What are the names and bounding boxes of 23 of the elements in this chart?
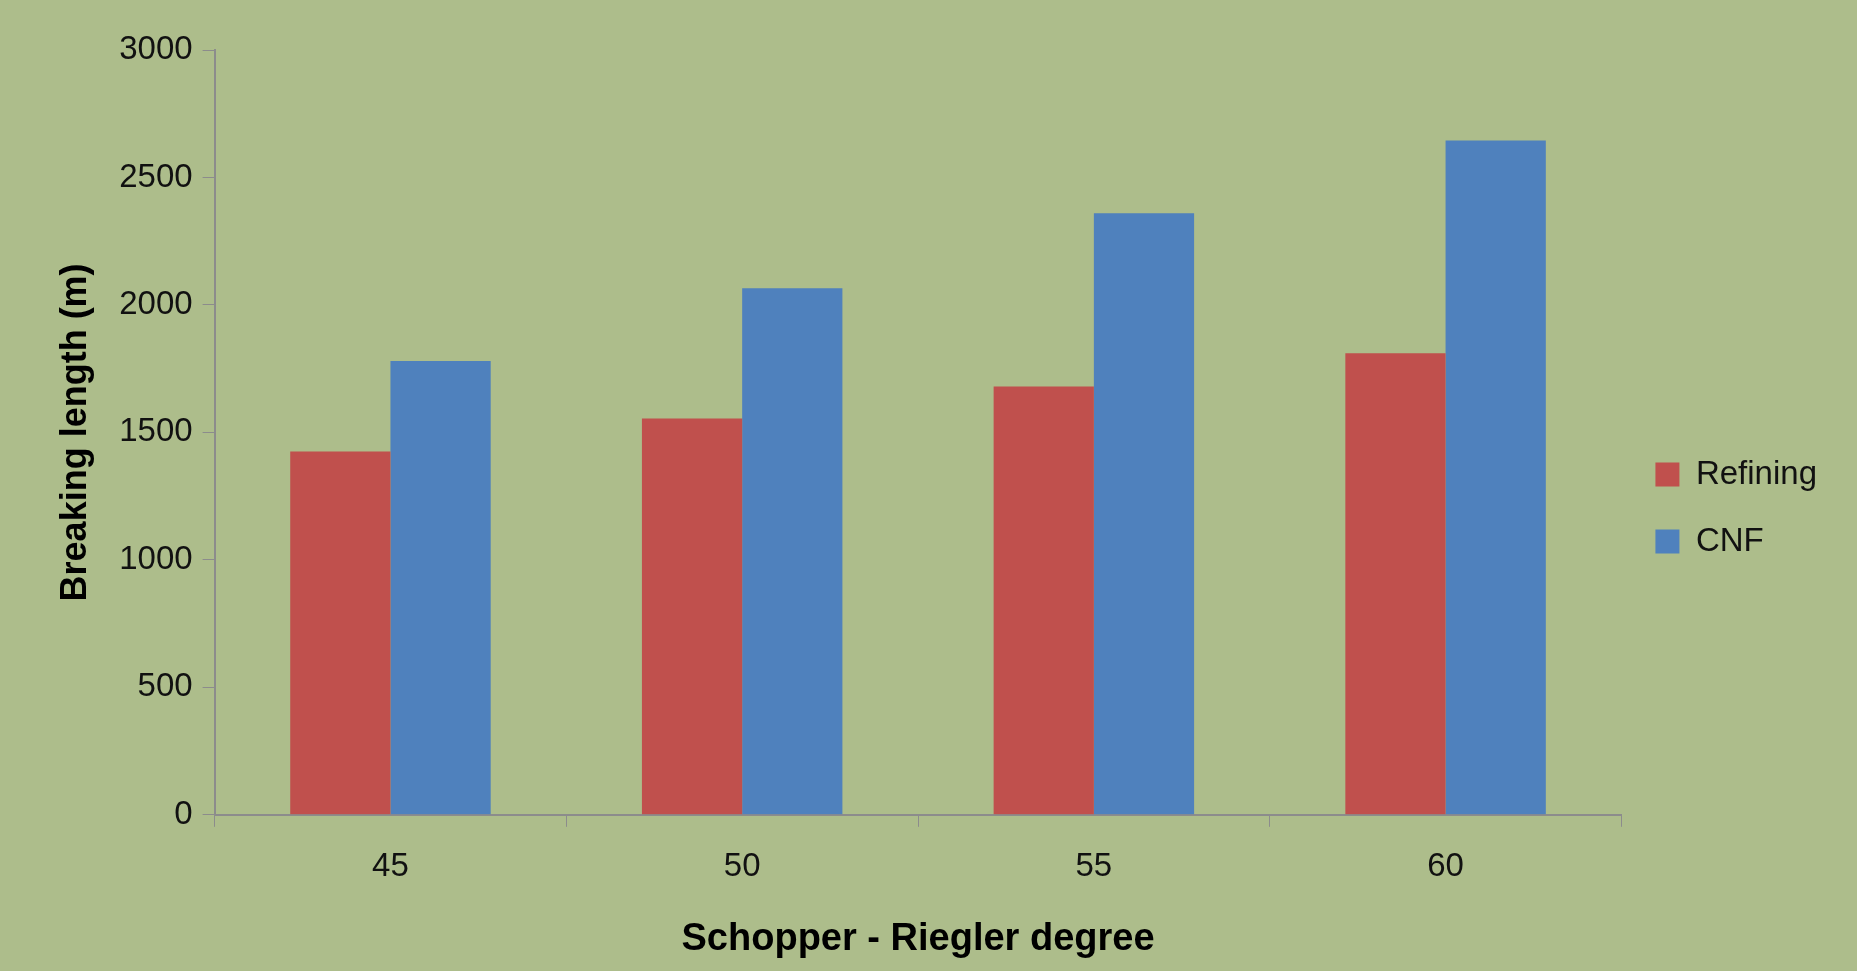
bar	[1093, 213, 1195, 815]
y-tick-label: 0	[174, 793, 193, 831]
x-tick-label: 45	[372, 845, 409, 883]
x-axis-title: Schopper - Riegler degree	[681, 915, 1155, 958]
y-tick-label: 3000	[119, 29, 193, 67]
x-tick-label: 55	[1075, 845, 1113, 883]
bar	[290, 451, 391, 815]
y-tick-label: 1500	[119, 411, 193, 449]
y-axis-title: Breaking length (m)	[52, 263, 94, 602]
x-tick-label: 60	[1427, 845, 1464, 883]
bar	[1445, 140, 1546, 815]
legend-label: Refining	[1695, 453, 1817, 491]
legend-label: CNF	[1695, 520, 1764, 558]
bar	[641, 418, 743, 815]
bar	[390, 361, 491, 815]
y-tick-label: 500	[137, 666, 193, 704]
bar	[742, 288, 843, 815]
bar	[993, 386, 1094, 815]
x-tick-label: 50	[723, 845, 761, 883]
y-tick-label: 2500	[119, 156, 193, 194]
y-tick-label: 2000	[119, 284, 193, 322]
y-tick-label: 1000	[119, 538, 193, 576]
bar	[1345, 353, 1446, 815]
